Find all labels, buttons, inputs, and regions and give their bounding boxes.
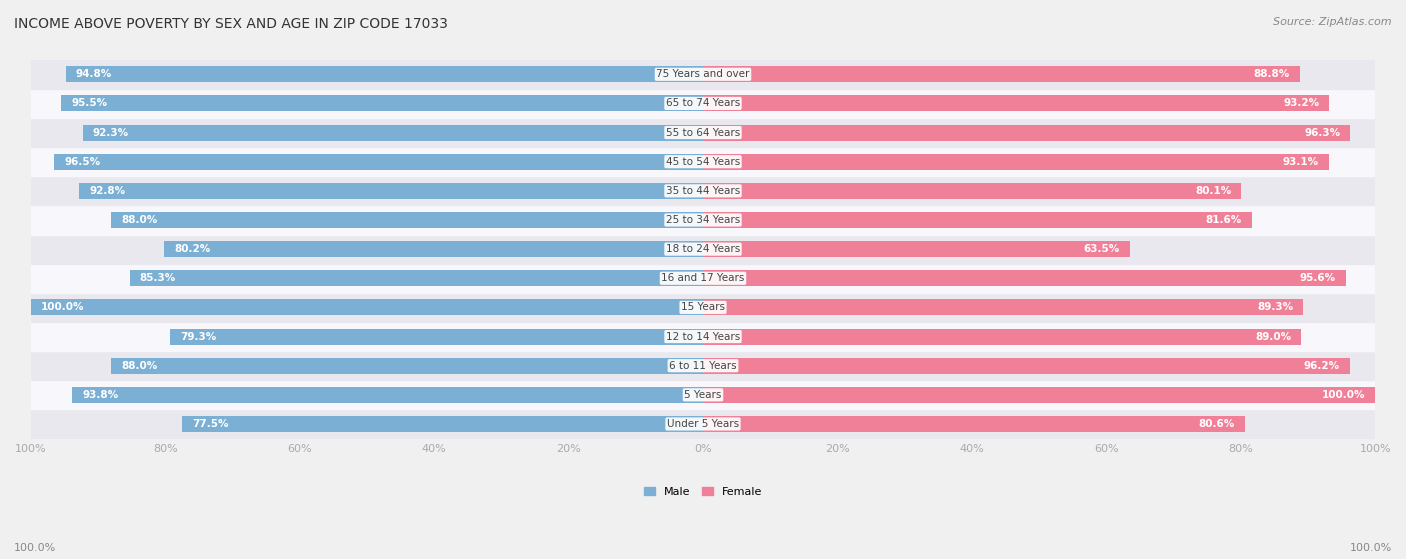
- Bar: [31, 293, 1375, 322]
- Text: 100.0%: 100.0%: [41, 302, 84, 312]
- Bar: [31, 147, 1375, 176]
- Text: 96.5%: 96.5%: [65, 157, 101, 167]
- Text: 88.0%: 88.0%: [121, 215, 157, 225]
- Text: 96.2%: 96.2%: [1303, 361, 1340, 371]
- Bar: [60, 96, 703, 111]
- Text: 88.8%: 88.8%: [1254, 69, 1289, 79]
- Text: Under 5 Years: Under 5 Years: [666, 419, 740, 429]
- Text: 89.3%: 89.3%: [1257, 302, 1294, 312]
- Bar: [703, 387, 1375, 403]
- Text: 94.8%: 94.8%: [76, 69, 112, 79]
- Text: 92.8%: 92.8%: [90, 186, 125, 196]
- Text: 18 to 24 Years: 18 to 24 Years: [666, 244, 740, 254]
- Bar: [31, 60, 1375, 89]
- Text: 93.2%: 93.2%: [1284, 98, 1319, 108]
- Text: 93.8%: 93.8%: [83, 390, 118, 400]
- Bar: [73, 387, 703, 403]
- Text: 85.3%: 85.3%: [139, 273, 176, 283]
- Bar: [111, 212, 703, 228]
- Text: 77.5%: 77.5%: [193, 419, 229, 429]
- Text: 55 to 64 Years: 55 to 64 Years: [666, 127, 740, 138]
- Text: 65 to 74 Years: 65 to 74 Years: [666, 98, 740, 108]
- Bar: [703, 183, 1241, 199]
- Bar: [165, 241, 703, 257]
- Bar: [703, 67, 1301, 82]
- Text: 12 to 14 Years: 12 to 14 Years: [666, 331, 740, 342]
- Bar: [703, 96, 1330, 111]
- Text: 95.6%: 95.6%: [1299, 273, 1336, 283]
- Bar: [703, 270, 1346, 286]
- Text: 80.6%: 80.6%: [1198, 419, 1234, 429]
- Bar: [703, 154, 1329, 170]
- Text: 75 Years and over: 75 Years and over: [657, 69, 749, 79]
- Bar: [66, 67, 703, 82]
- Text: 95.5%: 95.5%: [72, 98, 107, 108]
- Bar: [55, 154, 703, 170]
- Text: 88.0%: 88.0%: [121, 361, 157, 371]
- Text: 80.2%: 80.2%: [174, 244, 211, 254]
- Bar: [703, 300, 1303, 315]
- Bar: [170, 329, 703, 344]
- Bar: [31, 264, 1375, 293]
- Bar: [31, 380, 1375, 409]
- Text: 100.0%: 100.0%: [1322, 390, 1365, 400]
- Text: Source: ZipAtlas.com: Source: ZipAtlas.com: [1274, 17, 1392, 27]
- Bar: [31, 118, 1375, 147]
- Bar: [703, 241, 1130, 257]
- Bar: [31, 205, 1375, 235]
- Bar: [31, 322, 1375, 351]
- Bar: [181, 416, 703, 432]
- Text: 45 to 54 Years: 45 to 54 Years: [666, 157, 740, 167]
- Bar: [31, 351, 1375, 380]
- Text: 25 to 34 Years: 25 to 34 Years: [666, 215, 740, 225]
- Bar: [79, 183, 703, 199]
- Legend: Male, Female: Male, Female: [640, 482, 766, 501]
- Bar: [31, 409, 1375, 439]
- Bar: [31, 300, 703, 315]
- Bar: [703, 212, 1251, 228]
- Text: 35 to 44 Years: 35 to 44 Years: [666, 186, 740, 196]
- Text: 16 and 17 Years: 16 and 17 Years: [661, 273, 745, 283]
- Text: 79.3%: 79.3%: [180, 331, 217, 342]
- Text: 92.3%: 92.3%: [93, 127, 129, 138]
- Text: 89.0%: 89.0%: [1256, 331, 1291, 342]
- Bar: [129, 270, 703, 286]
- Text: 96.3%: 96.3%: [1305, 127, 1340, 138]
- Bar: [111, 358, 703, 374]
- Text: 80.1%: 80.1%: [1195, 186, 1232, 196]
- Text: 93.1%: 93.1%: [1282, 157, 1319, 167]
- Text: INCOME ABOVE POVERTY BY SEX AND AGE IN ZIP CODE 17033: INCOME ABOVE POVERTY BY SEX AND AGE IN Z…: [14, 17, 449, 31]
- Text: 15 Years: 15 Years: [681, 302, 725, 312]
- Text: 6 to 11 Years: 6 to 11 Years: [669, 361, 737, 371]
- Text: 63.5%: 63.5%: [1084, 244, 1119, 254]
- Bar: [703, 329, 1301, 344]
- Bar: [703, 416, 1244, 432]
- Bar: [31, 89, 1375, 118]
- Bar: [83, 125, 703, 140]
- Text: 100.0%: 100.0%: [14, 543, 56, 553]
- Bar: [31, 235, 1375, 264]
- Bar: [703, 358, 1350, 374]
- Bar: [703, 125, 1350, 140]
- Text: 81.6%: 81.6%: [1205, 215, 1241, 225]
- Bar: [31, 176, 1375, 205]
- Text: 5 Years: 5 Years: [685, 390, 721, 400]
- Text: 100.0%: 100.0%: [1350, 543, 1392, 553]
